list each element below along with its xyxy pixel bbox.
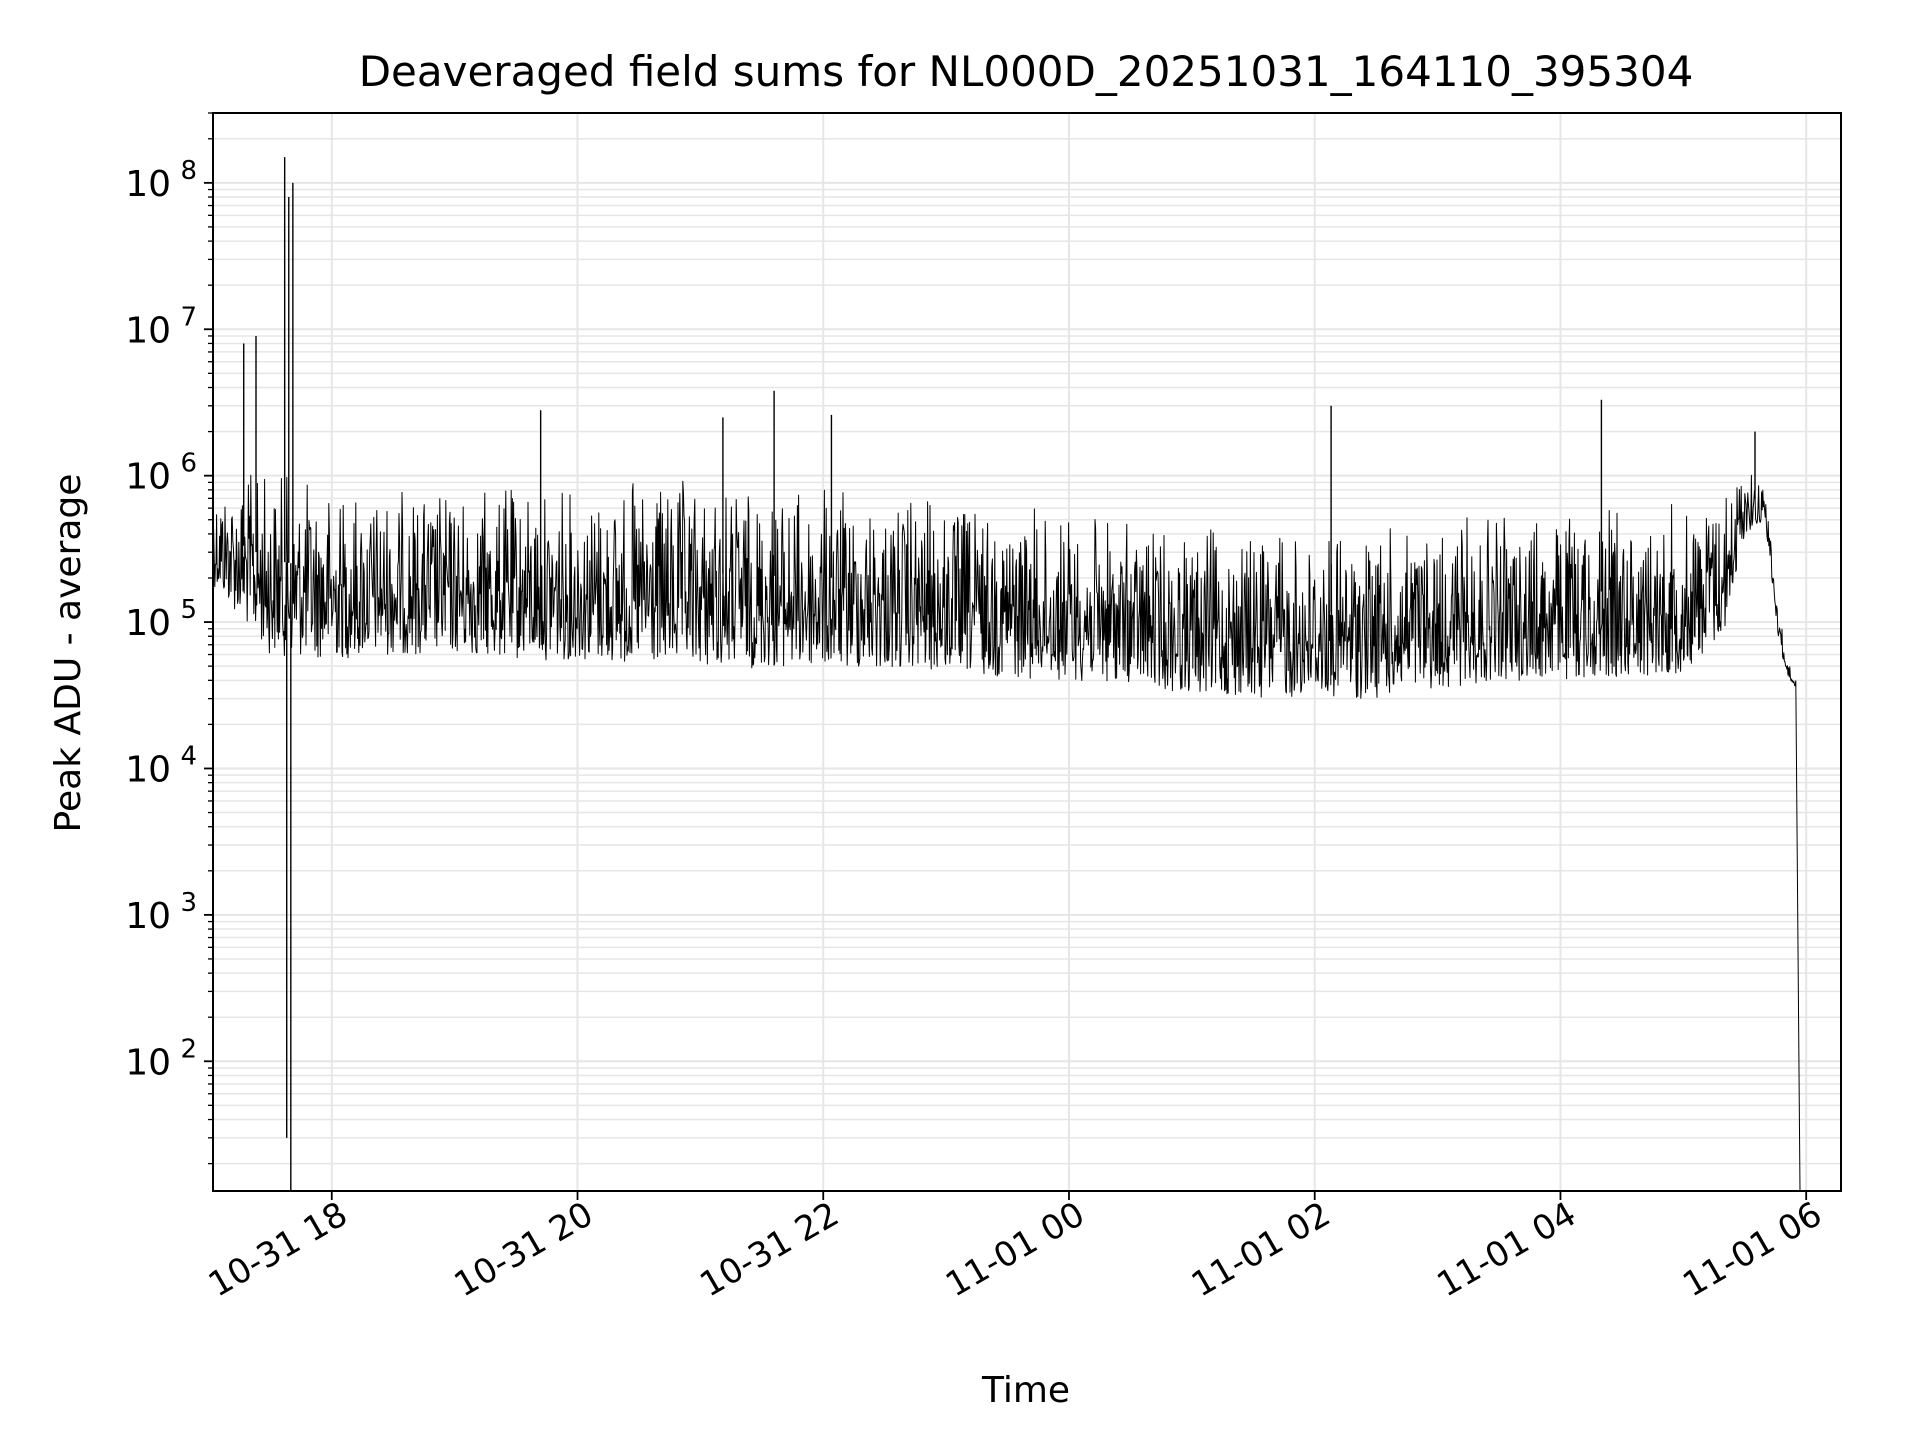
y-tick-exponent: 2 [180,1034,197,1064]
y-tick-exponent: 7 [180,302,197,332]
y-axis-label: Peak ADU - average [48,474,89,833]
series-line [212,474,1801,1192]
y-tick-label: 10 [125,603,171,644]
y-tick-label: 10 [125,310,171,351]
plot-frame [212,112,1842,1192]
y-tick-exponent: 6 [180,449,197,479]
y-tick-label: 10 [125,1042,171,1083]
y-tick-label: 10 [125,749,171,790]
chart-title: Deaveraged field sums for NL000D_2025103… [359,47,1694,96]
y-tick-label: 10 [125,896,171,937]
y-tick-exponent: 4 [180,741,197,771]
x-axis-label: Time [981,1370,1070,1411]
y-tick-exponent: 5 [180,595,197,625]
y-tick-label: 10 [125,164,171,205]
y-tick-exponent: 8 [180,156,197,186]
y-tick-exponent: 3 [180,888,197,918]
y-axis: 10 2 10 3 10 4 10 5 10 6 10 7 10 8 [125,112,213,1165]
data-series [212,157,1801,1192]
y-tick-label: 10 [125,457,171,498]
